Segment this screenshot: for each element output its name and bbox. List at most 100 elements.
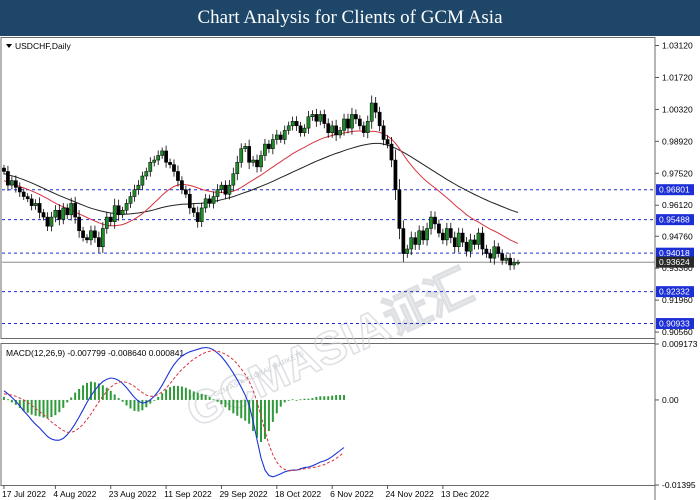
price-tick-label: 0.96120 xyxy=(662,200,693,210)
bull-candle xyxy=(342,118,346,131)
bull-candle xyxy=(156,155,161,161)
bull-candle xyxy=(132,189,137,197)
bull-candle xyxy=(203,198,208,209)
bear-candle xyxy=(346,118,350,129)
macd-histogram-bar xyxy=(173,385,176,400)
bull-candle xyxy=(512,262,516,266)
macd-histogram-bar xyxy=(200,393,203,400)
bear-candle xyxy=(81,230,85,238)
bear-candle xyxy=(85,237,89,241)
macd-histogram-bar xyxy=(204,395,207,400)
macd-histogram-bar xyxy=(267,399,270,432)
bear-candle xyxy=(358,118,362,127)
macd-histogram-bar xyxy=(208,396,211,400)
price-axis-ticks: 1.03120 1.01720 1.00320 0.98920 0.97520 0.961… xyxy=(655,41,693,337)
bear-candle xyxy=(73,203,78,218)
price-tick-label: 0.94760 xyxy=(662,231,693,241)
macd-histogram-bar xyxy=(161,393,164,400)
bull-candle xyxy=(128,196,133,204)
bear-candle xyxy=(294,121,299,127)
macd-histogram-bar xyxy=(70,397,73,400)
bear-candle xyxy=(207,198,212,204)
bull-candle xyxy=(231,173,236,186)
macd-histogram-bar xyxy=(339,395,342,400)
macd-histogram-bar xyxy=(34,399,37,416)
bear-candle xyxy=(472,239,477,245)
bear-candle xyxy=(57,209,62,220)
macd-histogram-bar xyxy=(30,399,33,415)
fast-ma-line xyxy=(3,130,519,245)
bull-candle xyxy=(444,228,449,241)
macd-histogram-bar xyxy=(184,387,187,400)
macd-histogram-bar xyxy=(244,399,247,421)
bull-candle xyxy=(417,230,422,245)
macd-histogram-bar xyxy=(109,390,112,400)
bull-candle xyxy=(120,209,125,216)
bull-candle xyxy=(104,216,109,229)
bear-candle xyxy=(29,198,34,206)
macd-histogram-bar xyxy=(291,399,294,401)
macd-histogram-bar xyxy=(165,389,168,400)
bear-candle xyxy=(373,102,378,113)
bear-candle xyxy=(480,232,485,250)
bear-candle xyxy=(108,216,113,222)
macd-histogram-bar xyxy=(228,399,231,411)
bear-candle xyxy=(488,253,493,259)
dropdown-triangle-icon[interactable] xyxy=(6,44,12,48)
bear-candle xyxy=(322,114,327,124)
level-tag-label: 0.90933 xyxy=(659,319,690,329)
price-tick-label: 1.00320 xyxy=(662,104,693,114)
bear-candle xyxy=(381,125,386,140)
macd-histogram-bar xyxy=(287,399,290,401)
level-tag-label: 0.96801 xyxy=(659,185,690,195)
price-panel xyxy=(0,37,656,339)
bull-candle xyxy=(409,237,414,250)
slow-ma-line xyxy=(3,142,519,215)
macd-histogram-bar xyxy=(176,385,179,400)
bear-candle xyxy=(413,237,418,245)
macd-histogram-bar xyxy=(295,399,298,401)
bull-candle xyxy=(290,121,295,127)
bear-candle xyxy=(116,205,121,216)
time-axis: 17 Jul 2022 4 Aug 2022 23 Aug 2022 11 Sep 2… xyxy=(2,485,489,499)
macd-histogram-bar xyxy=(58,399,61,413)
bear-candle xyxy=(13,180,18,188)
macd-histogram-bar xyxy=(145,399,148,408)
bull-candle xyxy=(271,139,275,149)
bear-candle xyxy=(448,228,453,238)
bull-candle xyxy=(456,232,461,247)
bear-candle xyxy=(247,146,251,163)
macd-histogram-bar xyxy=(236,399,239,416)
bear-candle xyxy=(484,248,489,254)
level-tags: 0.96801 0.95488 0.94018 0.92332 0.90933 0.936… xyxy=(656,184,694,330)
macd-histogram-bar xyxy=(117,398,120,400)
bull-candle xyxy=(330,125,335,133)
macd-histogram-bar xyxy=(133,399,136,411)
bull-candle xyxy=(429,216,433,229)
bull-candle xyxy=(61,207,66,220)
bull-candle xyxy=(148,162,153,172)
bear-candle xyxy=(191,207,196,213)
bull-candle xyxy=(306,116,311,129)
symbol-header[interactable]: USDCHF,Daily xyxy=(6,41,71,51)
macd-axis-ticks: 0.009173 0.00 -0.01395 xyxy=(655,339,698,490)
bull-candle xyxy=(263,143,267,156)
chart-frame: GCMASIA证汇 GCM ASIA GLOBAL MARKETS USDCHF… xyxy=(0,36,700,500)
level-tag-label: 0.94018 xyxy=(659,248,690,258)
bear-candle xyxy=(172,164,176,172)
bull-candle xyxy=(476,232,481,245)
bear-candle xyxy=(93,230,97,238)
macd-tick-label: 0.009173 xyxy=(662,339,698,349)
bull-candle xyxy=(112,205,117,222)
macd-histogram-bar xyxy=(212,399,215,401)
macd-histogram-bar xyxy=(248,399,251,424)
level-tag xyxy=(656,247,694,259)
bull-candle xyxy=(144,171,149,177)
bull-candle xyxy=(124,203,129,211)
price-tick-label: 0.93360 xyxy=(662,263,693,273)
macd-histogram-bar xyxy=(26,399,29,413)
bull-candle xyxy=(282,130,287,140)
price-tick-label: 0.98920 xyxy=(662,136,693,146)
bull-candle xyxy=(235,162,240,174)
macd-histogram-bar xyxy=(89,381,92,400)
